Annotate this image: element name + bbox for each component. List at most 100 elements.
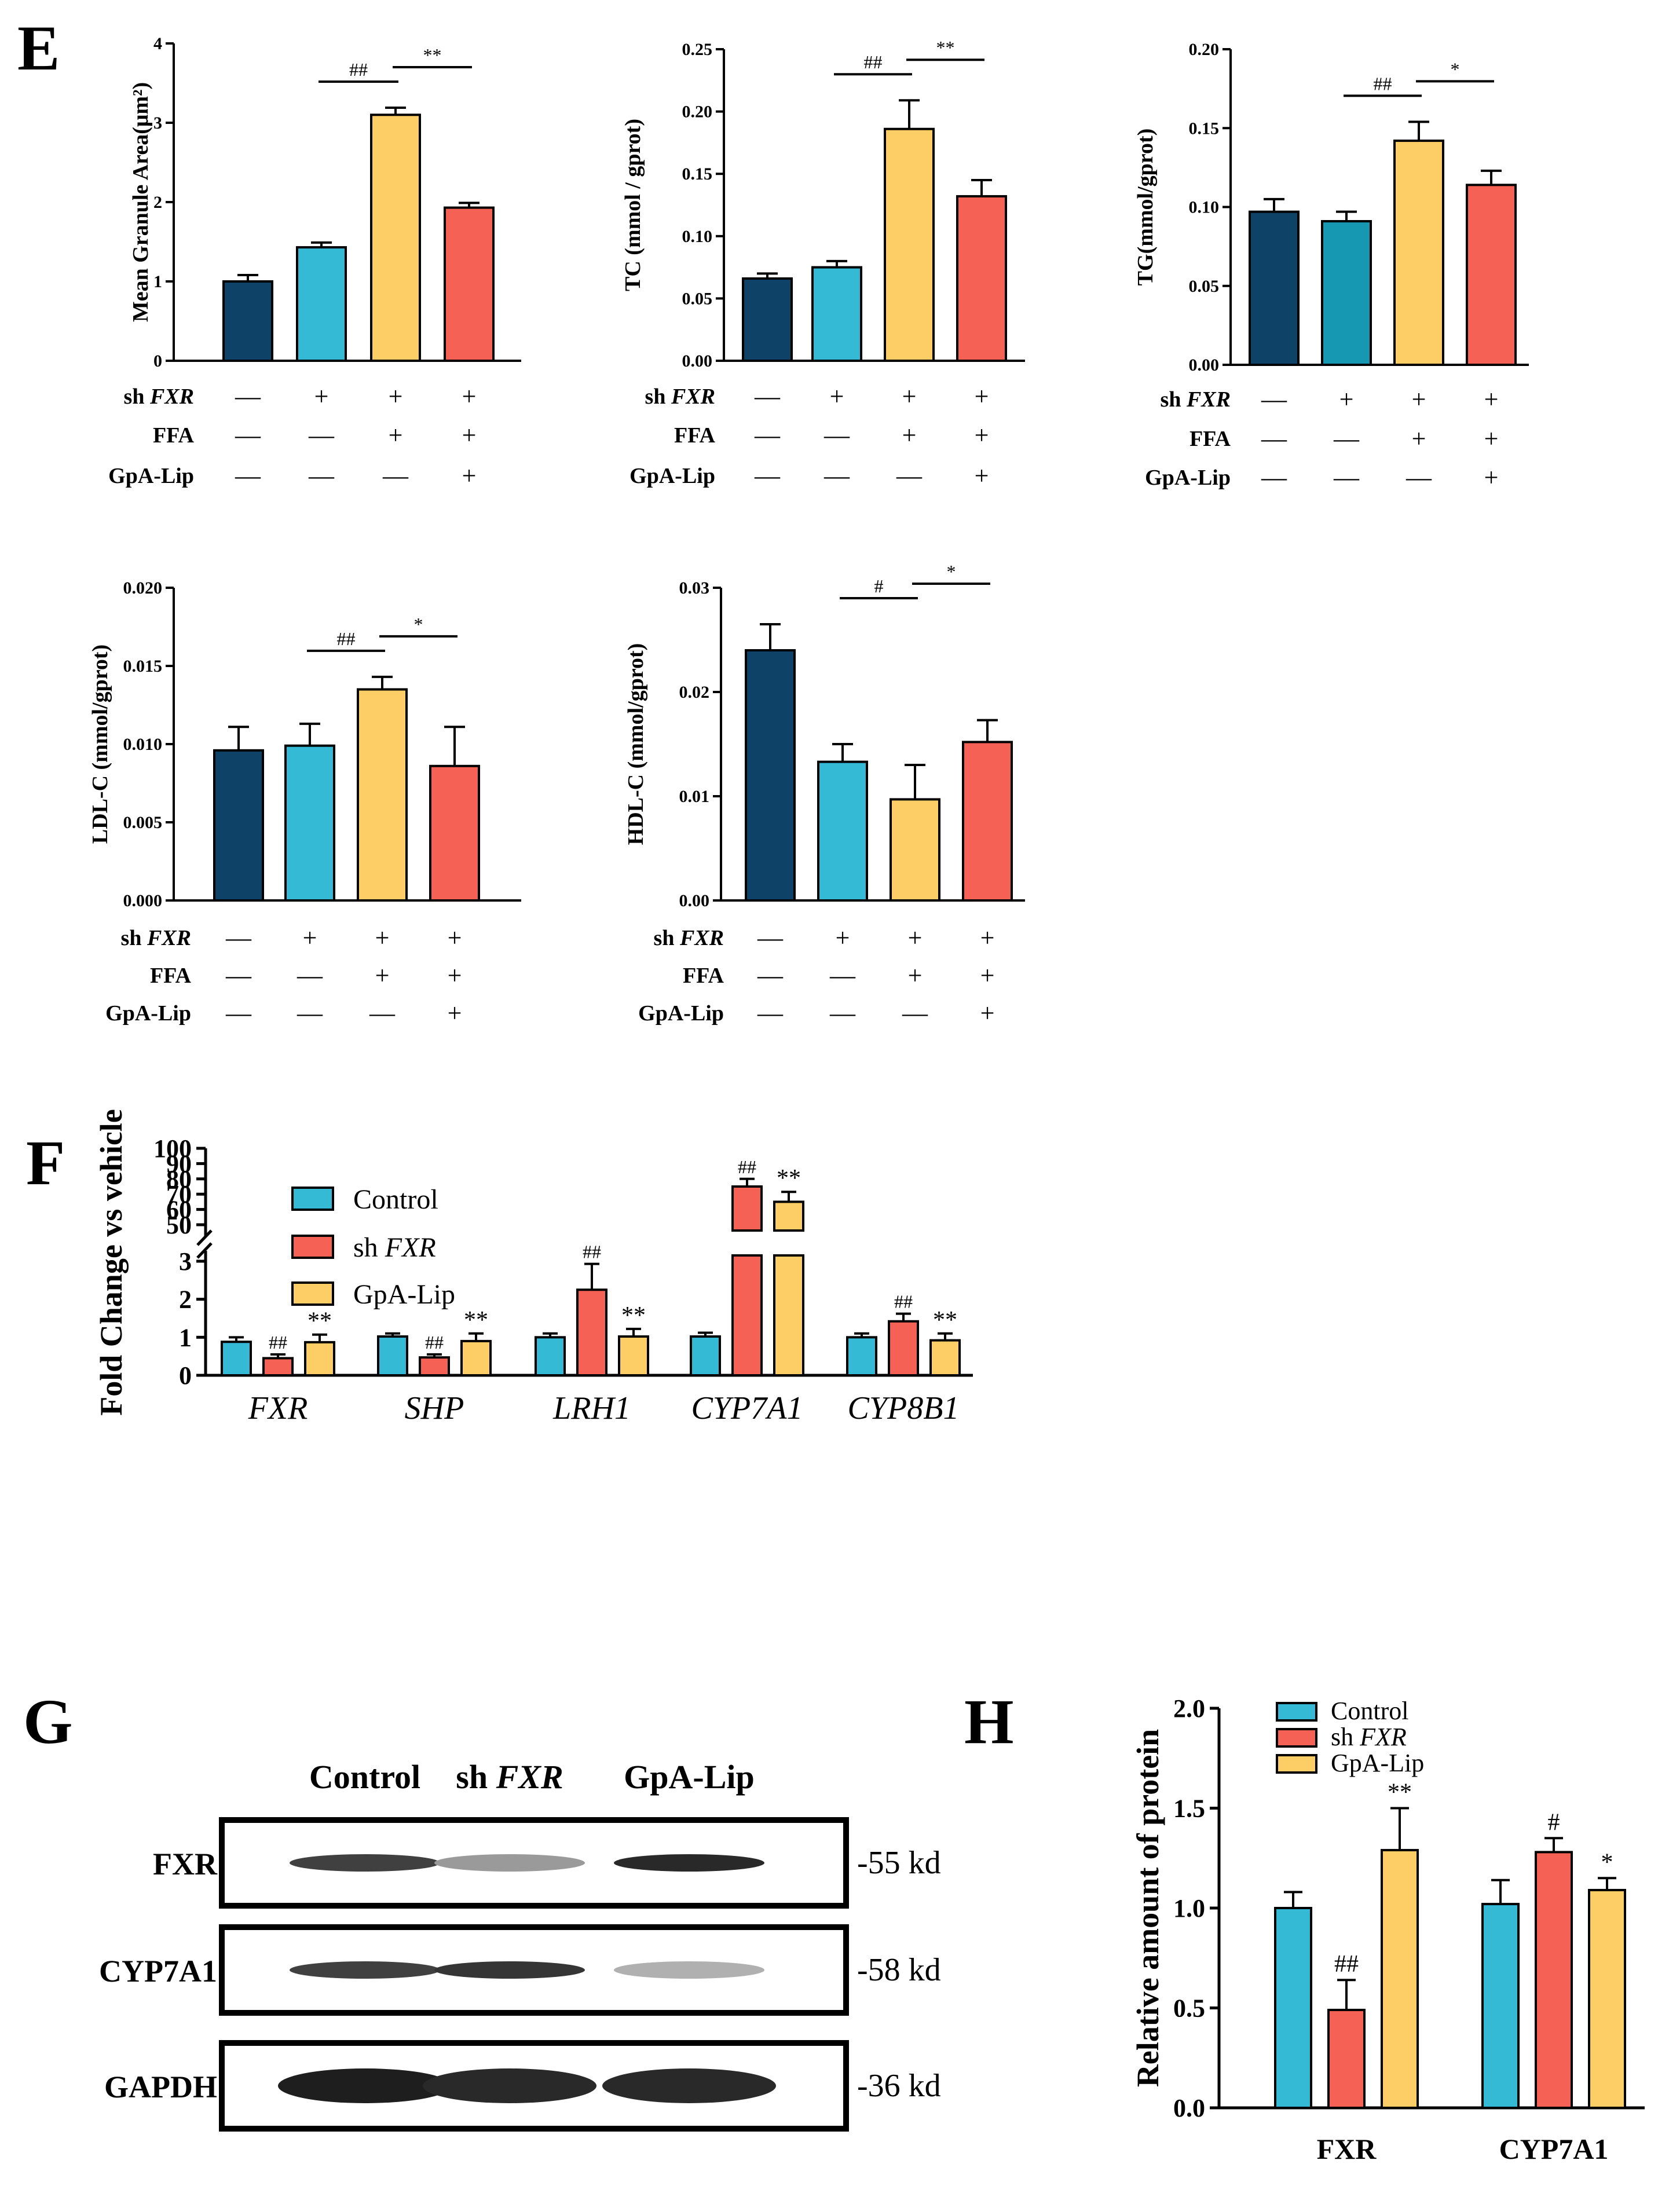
treatment-sign: —: [1333, 424, 1360, 453]
treatment-sign: +: [902, 382, 917, 411]
significance-label: **: [1388, 1779, 1412, 1806]
y-tick-label: 50: [166, 1211, 192, 1239]
significance-label: *: [1601, 1849, 1613, 1876]
treatment-sign: +: [448, 961, 462, 990]
bar: [370, 113, 421, 362]
bar: [357, 688, 408, 902]
legend-label: Control: [1331, 1697, 1408, 1725]
category-label: LRH1: [552, 1390, 631, 1426]
treatment-sign: —: [1406, 463, 1432, 492]
western-blot: Control sh FXR GpA-Lip FXR -55 kd CYP7A1 -58 k…: [99, 1758, 941, 2132]
y-tick-label: 0.00: [679, 891, 710, 910]
treatment-sign: +: [389, 382, 403, 411]
legend-swatch: [291, 1187, 334, 1211]
bar: [890, 798, 940, 902]
panel-label-e: E: [17, 13, 60, 83]
legend-label: sh FXR: [1331, 1723, 1407, 1751]
y-tick-label: 80: [166, 1165, 192, 1193]
protein-band: [614, 1854, 764, 1872]
treatment-sign: +: [1484, 385, 1499, 413]
treatment-sign: +: [1412, 424, 1426, 453]
treatment-sign: +: [462, 421, 477, 449]
legend-swatch: [291, 1235, 334, 1259]
treatment-sign: +: [375, 961, 390, 990]
lane-label: sh FXR: [456, 1758, 563, 1796]
treatment-sign: +: [462, 382, 477, 411]
significance-label: #: [874, 576, 884, 596]
treatment-sign: —: [1261, 385, 1287, 413]
significance-label: **: [621, 1302, 646, 1329]
bar: [1274, 1907, 1312, 2109]
significance-label: **: [933, 1307, 957, 1334]
treatment-sign: +: [975, 382, 989, 411]
kd-label: -36 kd: [857, 2068, 941, 2104]
treatment-sign: +: [975, 421, 989, 449]
category-label: SHP: [405, 1390, 464, 1426]
panel-label-f: F: [26, 1127, 65, 1198]
treatment-label: sh FXR: [124, 385, 194, 409]
treatment-sign: —: [235, 382, 261, 411]
y-tick-label: 0.00: [682, 351, 713, 371]
y-tick-label: 0.05: [1189, 277, 1220, 296]
legend-label: GpA-Lip: [353, 1279, 455, 1310]
treatment-label: GpA-Lip: [629, 464, 715, 488]
bar-upper: [731, 1185, 763, 1232]
bar: [742, 277, 793, 362]
treatment-sign: +: [314, 382, 329, 411]
kd-label: -58 kd: [857, 1952, 941, 1988]
y-tick-label: 0.05: [682, 289, 713, 308]
treatment-sign: —: [896, 462, 923, 490]
treatment-sign: +: [303, 924, 317, 952]
treatment-label: FFA: [683, 964, 724, 988]
treatment-sign: —: [757, 924, 784, 952]
treatment-sign: —: [235, 462, 261, 490]
protein-band: [434, 1961, 585, 1979]
bar: [962, 741, 1013, 902]
significance-label: **: [308, 1308, 332, 1335]
y-axis-label: HDL-C (mmol/gprot): [624, 643, 648, 845]
bar: [846, 1336, 877, 1376]
treatment-sign: —: [297, 999, 323, 1027]
legend-swatch: [1276, 1754, 1317, 1774]
bar: [811, 266, 862, 362]
category-label: CYP7A1: [1499, 2133, 1609, 2165]
bar: [888, 1320, 919, 1377]
treatment-sign: +: [1412, 385, 1426, 413]
treatment-sign: +: [375, 924, 390, 952]
significance-label: *: [1451, 58, 1460, 79]
blot-row-label: FXR: [153, 1847, 218, 1881]
y-tick-label: 0.15: [1189, 119, 1220, 138]
lane-label: Control: [309, 1758, 420, 1796]
y-tick-label: 0.000: [123, 891, 163, 910]
treatment-sign: —: [754, 421, 781, 449]
treatment-label: GpA-Lip: [105, 1001, 191, 1026]
y-tick-label: 0.5: [1173, 1994, 1205, 2023]
y-axis-label: Mean Granule Area(μm²): [129, 82, 153, 322]
treatment-label: sh FXR: [645, 385, 715, 409]
significance-label: #: [1548, 1809, 1560, 1836]
bar: [618, 1335, 649, 1377]
protein-band: [278, 2068, 452, 2103]
treatment-sign: —: [308, 462, 335, 490]
treatment-sign: +: [902, 421, 917, 449]
y-tick-label: 0.20: [1189, 40, 1220, 59]
lane-label: GpA-Lip: [624, 1758, 755, 1796]
bar: [1588, 1888, 1626, 2109]
blot-row-label: GAPDH: [104, 2070, 217, 2104]
treatment-sign: —: [308, 421, 335, 449]
treatment-sign: —: [369, 999, 396, 1027]
treatment-sign: —: [902, 999, 928, 1027]
treatment-sign: +: [448, 999, 462, 1027]
treatment-sign: —: [235, 421, 261, 449]
y-tick-label: 0.01: [679, 787, 710, 806]
treatment-sign: —: [823, 462, 850, 490]
significance-label: *: [947, 561, 956, 582]
treatment-sign: —: [382, 462, 409, 490]
bar: [262, 1357, 294, 1376]
axis-break-mark: [196, 1242, 213, 1259]
bar: [884, 127, 935, 362]
treatment-label: GpA-Lip: [1145, 466, 1231, 490]
protein-band: [290, 1854, 440, 1872]
significance-label: ##: [1374, 73, 1392, 94]
y-tick-label: 0.10: [1189, 198, 1220, 217]
